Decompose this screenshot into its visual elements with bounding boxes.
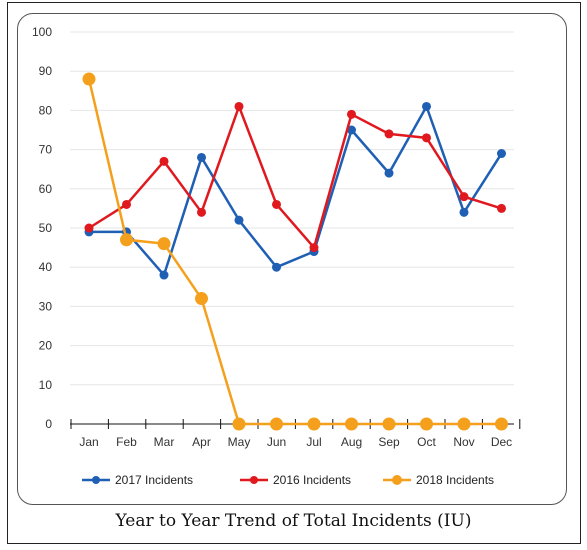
- line-chart: 0 10 20 30 40 50 60 70 80 90 100 Jan Feb Mar Apr May Jun…: [32, 25, 521, 487]
- data-point: [384, 129, 394, 139]
- data-point: [347, 109, 356, 119]
- legend-label: 2018 Incidents: [416, 473, 494, 487]
- data-point: [234, 215, 244, 225]
- x-tick-label: Mar: [154, 435, 175, 449]
- data-point: [197, 207, 206, 217]
- x-tick-label: Nov: [453, 435, 474, 449]
- data-point: [459, 192, 469, 202]
- figure-caption: Year to Year Trend of Total Incidents (I…: [115, 511, 472, 531]
- x-tick-label: Aug: [341, 435, 362, 449]
- legend-swatch-marker: [92, 476, 100, 484]
- y-tick-label: 80: [39, 103, 53, 117]
- data-point: [459, 207, 469, 217]
- x-tick-label: Apr: [192, 435, 211, 449]
- y-tick-label: 10: [39, 378, 53, 392]
- data-point: [382, 417, 396, 431]
- data-point: [457, 417, 471, 431]
- data-point: [122, 199, 131, 209]
- x-tick-label: Feb: [116, 435, 137, 449]
- x-tick-label: Dec: [491, 435, 512, 449]
- data-point: [497, 203, 506, 213]
- x-tick-label: Oct: [417, 435, 436, 449]
- data-point: [422, 101, 431, 111]
- series-line-2: [88, 105, 502, 249]
- legend-swatch-marker: [250, 476, 258, 484]
- legend-label: 2016 Incidents: [273, 473, 351, 487]
- data-point: [159, 270, 169, 280]
- data-point: [197, 152, 206, 162]
- data-point: [270, 417, 283, 431]
- legend-swatch-marker: [392, 475, 402, 485]
- y-tick-label: 40: [39, 260, 53, 274]
- y-tick-label: 60: [39, 182, 53, 196]
- data-point: [272, 262, 281, 272]
- data-point: [495, 417, 508, 431]
- data-point: [195, 292, 208, 306]
- data-point: [307, 417, 321, 431]
- y-tick-label: 70: [39, 143, 53, 157]
- y-tick-label: 0: [45, 417, 52, 431]
- data-point: [420, 417, 433, 431]
- x-tick-label: May: [228, 435, 251, 449]
- data-point: [82, 72, 96, 86]
- data-point: [234, 101, 244, 111]
- legend-label: 2017 Incidents: [115, 473, 193, 487]
- series-line-3: [87, 78, 502, 426]
- data-point: [345, 417, 358, 431]
- y-tick-label: 20: [39, 339, 53, 353]
- data-point: [157, 237, 171, 251]
- y-tick-label: 50: [39, 221, 53, 235]
- x-tick-label: Sep: [378, 435, 400, 449]
- y-tick-label: 100: [32, 25, 52, 39]
- x-tick-label: Jan: [79, 435, 98, 449]
- data-point: [120, 233, 133, 247]
- x-tick-label: Jul: [306, 435, 321, 449]
- data-point: [232, 417, 246, 431]
- y-tick-label: 30: [39, 299, 53, 313]
- data-point: [497, 149, 506, 159]
- data-point: [422, 133, 431, 143]
- data-point: [347, 125, 356, 135]
- y-tick-label: 90: [39, 64, 53, 78]
- series-line-1: [89, 105, 503, 277]
- data-point: [384, 168, 394, 178]
- data-point: [309, 243, 319, 253]
- data-point: [159, 156, 169, 166]
- data-point: [84, 223, 94, 233]
- data-point: [272, 199, 281, 209]
- x-tick-label: Jun: [267, 435, 286, 449]
